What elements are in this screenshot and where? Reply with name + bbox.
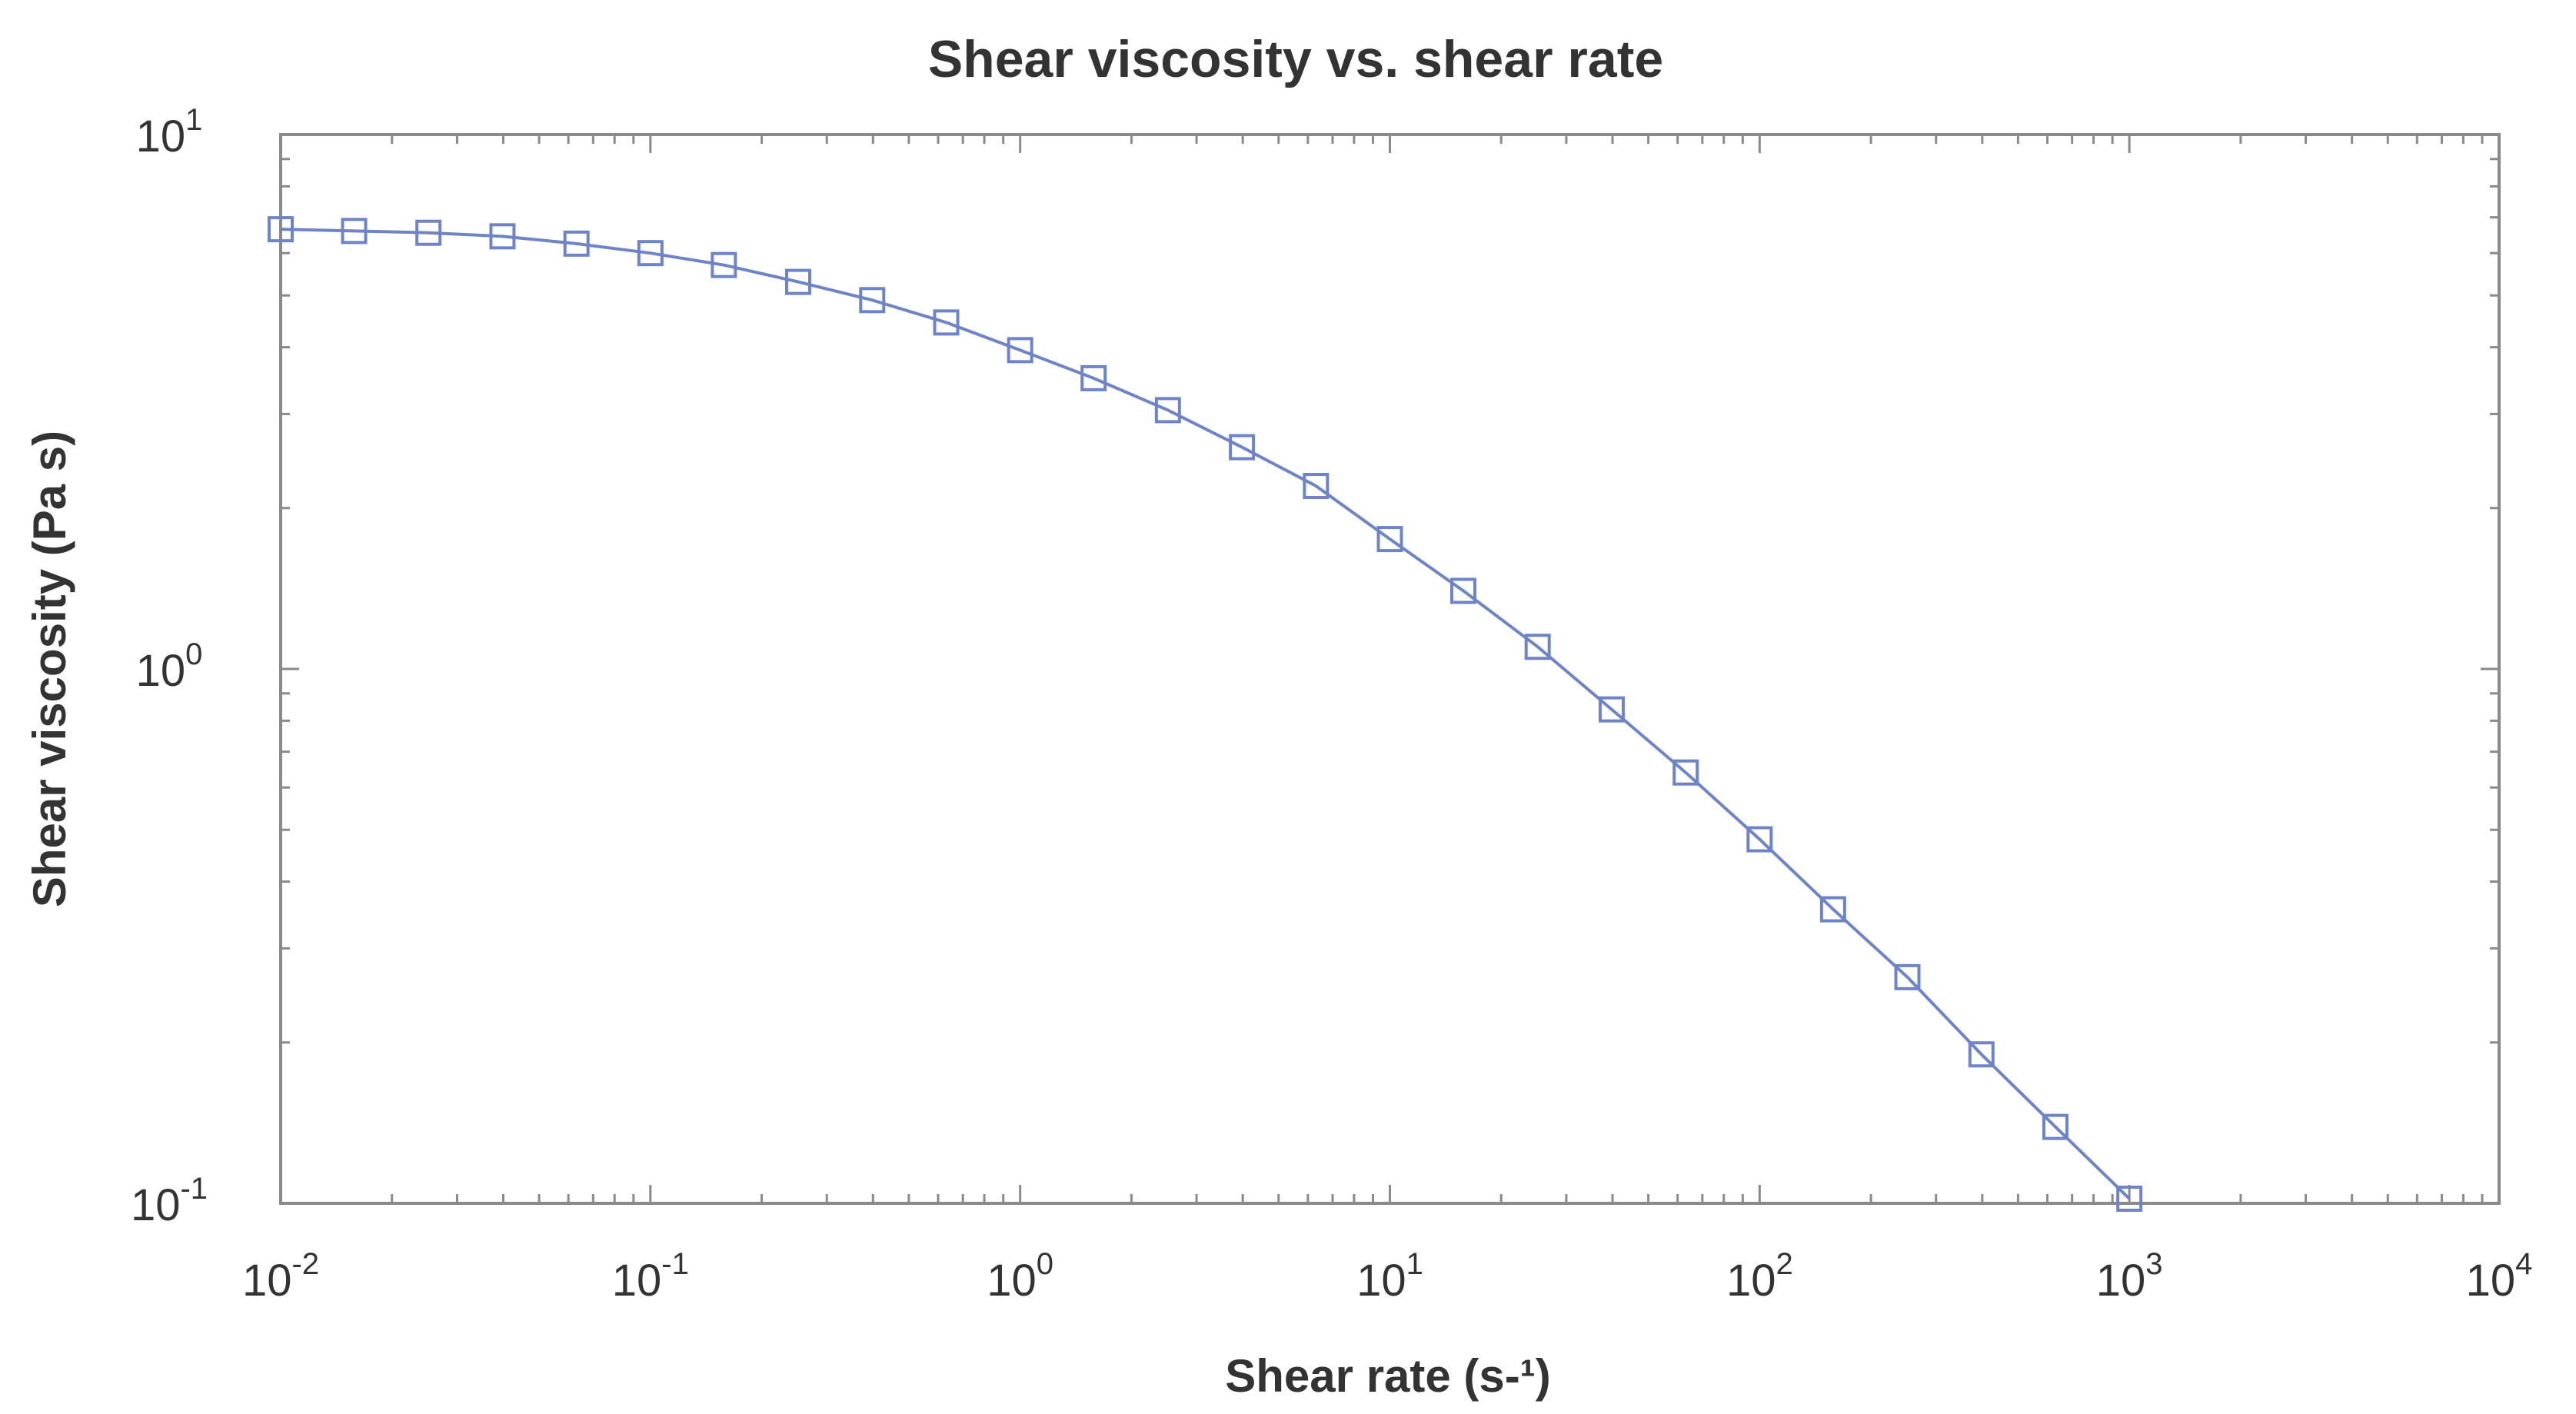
series-group [268, 216, 2143, 1213]
data-point-marker [1376, 526, 1403, 553]
chart-title: Shear viscosity vs. shear rate [928, 30, 1663, 88]
y-tick-label: 10-1 [131, 1172, 208, 1230]
data-point-marker [341, 218, 368, 245]
data-point-marker [1450, 577, 1477, 604]
x-tick-label: 10-1 [612, 1247, 689, 1306]
x-tick-label: 10-2 [242, 1247, 319, 1306]
data-point-marker [2116, 1186, 2143, 1213]
data-point-marker [489, 223, 516, 250]
plot-frame [279, 133, 2501, 1205]
data-point-marker [711, 251, 737, 278]
y-tick-label: 100 [136, 637, 203, 696]
x-tick-label: 103 [2096, 1247, 2163, 1306]
data-point-marker [785, 268, 812, 295]
axis-ticks [279, 133, 2499, 1205]
x-tick-label: 104 [2466, 1247, 2533, 1306]
data-point-marker [1154, 397, 1181, 424]
data-point-marker [1524, 634, 1551, 660]
data-point-marker [637, 240, 664, 267]
data-point-marker [268, 216, 294, 243]
x-tick-label: 100 [987, 1247, 1053, 1306]
data-point-marker [563, 230, 590, 257]
data-point-marker [859, 287, 886, 314]
data-point-marker [1968, 1041, 1995, 1068]
data-point-marker [1080, 364, 1107, 391]
data-point-marker [1819, 896, 1846, 923]
x-tick-label: 102 [1726, 1247, 1793, 1306]
data-point-marker [933, 309, 960, 336]
data-point-marker [1007, 337, 1033, 364]
data-point-marker [1229, 434, 1256, 461]
data-point-marker [1746, 826, 1773, 853]
data-point-marker [2042, 1113, 2069, 1140]
data-point-marker [415, 219, 442, 246]
data-point-marker [1894, 963, 1921, 990]
y-axis-label: Shear viscosity (Pa s) [24, 431, 75, 907]
y-tick-label: 101 [136, 103, 203, 161]
tick-labels: 10-2 10-1 100 101 102 103 104 10-1 100 101 [131, 103, 2532, 1306]
x-tick-label: 101 [1356, 1247, 1423, 1306]
series-line [280, 228, 2131, 1200]
data-point-marker [1303, 473, 1330, 500]
x-axis-label: Shear rate (s-¹) [1225, 1350, 1550, 1402]
data-point-marker [1598, 696, 1625, 723]
data-point-marker [1672, 759, 1699, 786]
